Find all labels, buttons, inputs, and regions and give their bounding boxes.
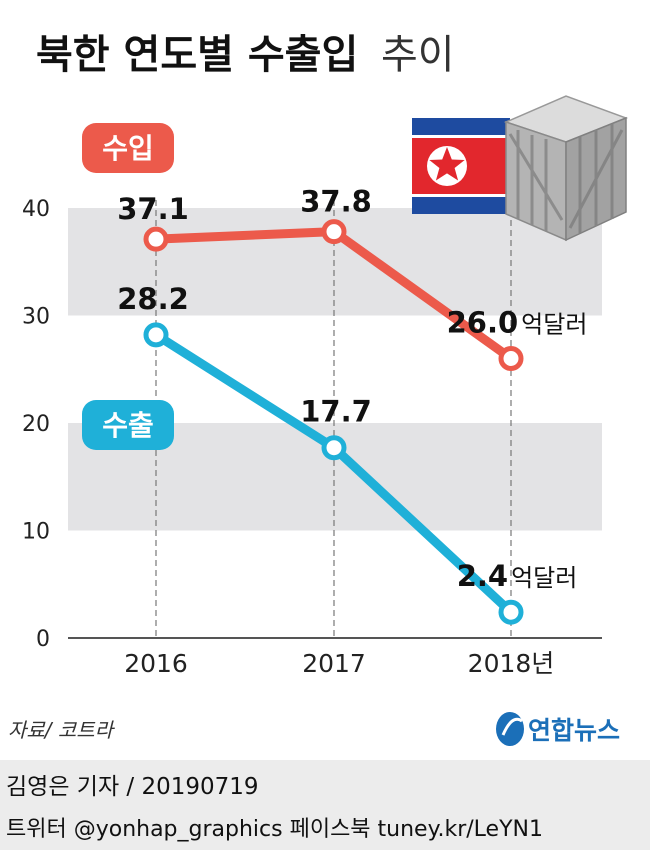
- y-tick-30: 30: [22, 305, 50, 330]
- x-axis-unit: 년: [531, 649, 554, 678]
- data-point-0-2018: [498, 346, 524, 371]
- chart-title-main: 북한 연도별 수출입: [36, 32, 358, 78]
- x-tick-2016: 2016: [124, 649, 188, 678]
- data-label-1-2018: 2.4 억달러: [457, 559, 578, 593]
- data-label-value-0-0: 37.1: [117, 192, 189, 226]
- data-label-value-1-1: 17.7: [300, 395, 372, 429]
- legend-pill-0: [82, 123, 174, 173]
- x-tick-2017: 2017: [302, 649, 366, 678]
- data-point-0-2016: [143, 226, 169, 252]
- y-axis: 0 10 20 30 40: [22, 197, 50, 652]
- chart-title-sub: 추이: [381, 32, 455, 78]
- data-label-unit-1: 억달러: [511, 564, 577, 592]
- data-label-0-2016: 37.1: [117, 192, 189, 226]
- series-imports: 37.1 37.8 26.0 억달러 수입: [82, 123, 588, 371]
- yonhap-logo-text: 연합뉴스: [528, 716, 620, 745]
- data-label-value-1-2: 2.4: [457, 559, 508, 593]
- data-label-value-0-2: 26.0: [447, 306, 519, 340]
- chart-canvas: 북한 연도별 수출입 추이 0 10 20 30 40 2016 2017 2018년 37…: [8, 32, 629, 746]
- year-guides: [155, 200, 512, 638]
- y-tick-10: 10: [22, 520, 50, 545]
- data-point-0-2017: [321, 219, 347, 245]
- series-exports: 28.2 17.7 2.4 억달러 수출: [82, 282, 578, 625]
- reporter-credit: 김영은 기자 / 20190719: [6, 774, 259, 800]
- data-point-1-2018: [498, 599, 524, 625]
- data-label-value-1-0: 28.2: [117, 282, 189, 316]
- social-links: 트위터 @yonhap_graphics 페이스북 tuney.kr/LeYN1: [6, 817, 543, 842]
- yonhap-logo: 연합뉴스: [496, 712, 620, 746]
- footer-bar: [0, 760, 650, 850]
- cargo-crate-icon: [503, 95, 629, 242]
- chart-title: 북한 연도별 수출입 추이: [36, 32, 455, 78]
- x-tick-year-2018: 2018: [468, 649, 532, 678]
- legend-pill-1: [82, 400, 174, 450]
- x-axis: 2016 2017 2018년: [124, 649, 554, 678]
- data-label-0-2018: 26.0 억달러: [447, 306, 588, 340]
- y-tick-0: 0: [36, 627, 50, 652]
- data-label-0-2017: 37.8: [300, 185, 372, 219]
- grid-bands: [68, 208, 602, 531]
- y-tick-40: 40: [22, 197, 50, 222]
- data-label-1-2017: 17.7: [300, 395, 372, 429]
- data-point-1-2016: [143, 322, 169, 348]
- data-label-1-2016: 28.2: [117, 282, 189, 316]
- data-point-1-2017: [321, 435, 347, 461]
- data-label-unit-0: 억달러: [521, 311, 587, 339]
- x-tick-2018: 2018년: [468, 649, 555, 678]
- legend-label-0: 수입: [102, 132, 154, 165]
- y-tick-20: 20: [22, 412, 50, 437]
- source-label: 자료/ 코트라: [8, 718, 116, 742]
- x-tick-year-2017: 2017: [302, 649, 366, 678]
- x-tick-year-2016: 2016: [124, 649, 188, 678]
- north-korea-flag-icon: [412, 118, 510, 214]
- data-label-value-0-1: 37.8: [300, 185, 372, 219]
- legend-label-1: 수출: [102, 409, 154, 442]
